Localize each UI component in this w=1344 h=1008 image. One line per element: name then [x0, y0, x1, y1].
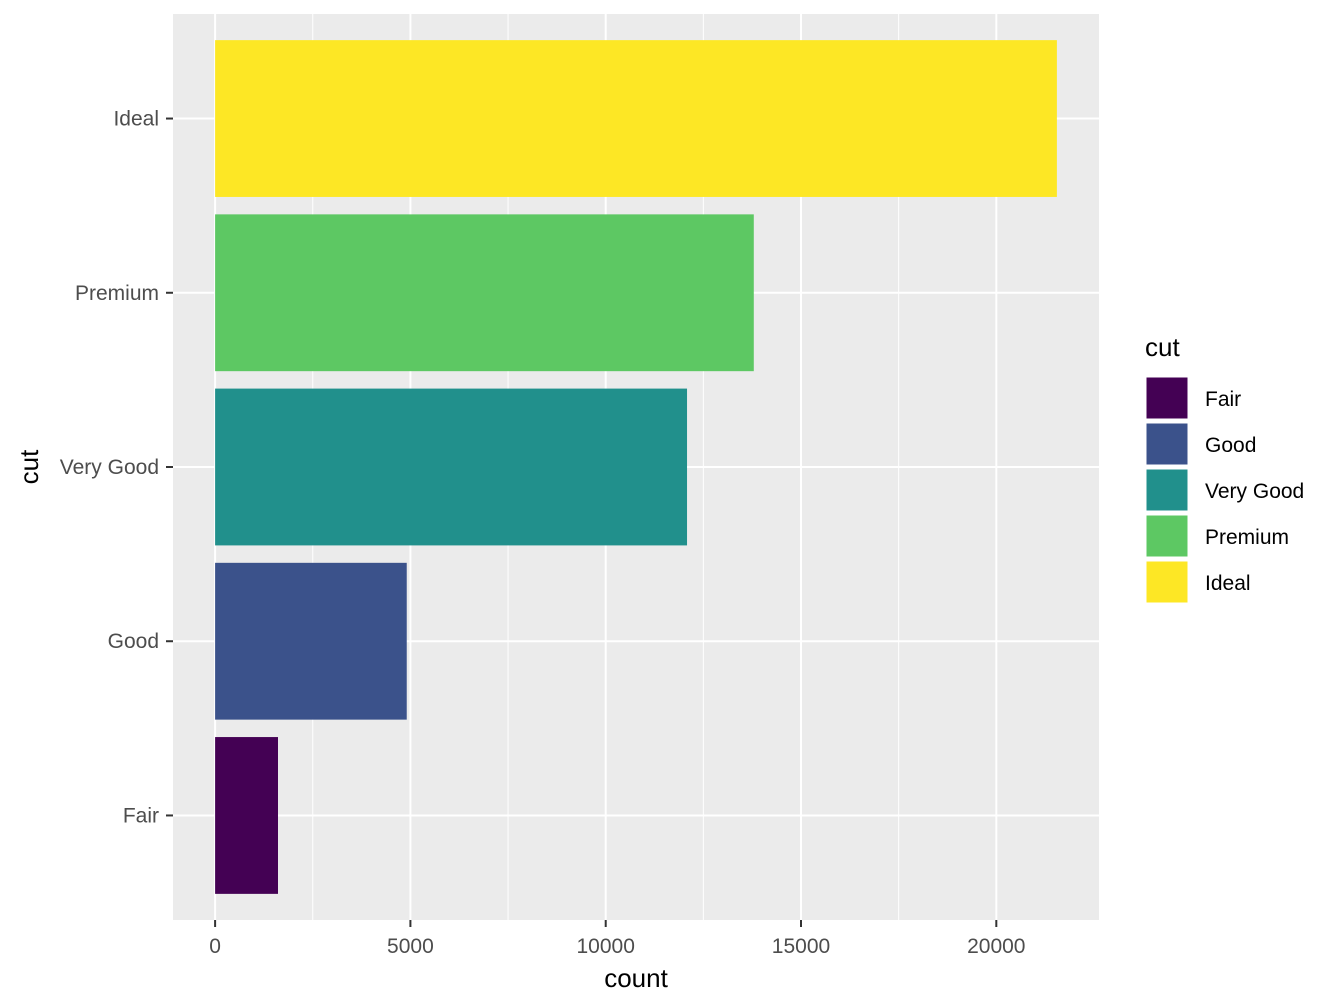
y-tick-label: Premium	[75, 282, 159, 305]
bar-very-good	[215, 388, 688, 546]
legend-key-premium	[1145, 514, 1189, 558]
y-axis: Fair Good Very Good Premium Ideal	[60, 108, 173, 827]
y-axis-title: cut	[14, 449, 44, 484]
legend: cut Fair Good Very Good Premium Ideal	[1145, 332, 1304, 604]
bar-good	[215, 562, 407, 720]
legend-key-ideal	[1145, 560, 1189, 604]
legend-label: Very Good	[1205, 480, 1304, 503]
x-tick-label: 15000	[772, 935, 830, 958]
y-tick-label: Good	[108, 630, 159, 653]
x-tick-label: 5000	[387, 935, 434, 958]
x-tick-label: 20000	[967, 935, 1025, 958]
legend-key-very-good	[1145, 468, 1189, 512]
y-tick-label: Ideal	[113, 108, 159, 131]
y-tick-label: Fair	[123, 804, 159, 827]
bars	[215, 40, 1057, 894]
bar-premium	[215, 214, 754, 372]
legend-title: cut	[1145, 332, 1180, 362]
legend-label: Good	[1205, 434, 1256, 457]
x-tick-label: 10000	[577, 935, 635, 958]
bar-ideal	[215, 40, 1057, 197]
legend-label: Ideal	[1205, 572, 1251, 595]
legend-label: Fair	[1205, 388, 1241, 411]
x-axis-title: count	[604, 963, 668, 993]
legend-label: Premium	[1205, 526, 1289, 549]
x-tick-label: 0	[209, 935, 221, 958]
y-tick-label: Very Good	[60, 456, 159, 479]
legend-items: Fair Good Very Good Premium Ideal	[1145, 376, 1304, 604]
x-axis: 0 5000 10000 15000 20000	[209, 920, 1026, 958]
legend-key-fair	[1145, 376, 1189, 420]
bar-fair	[215, 737, 278, 894]
legend-key-good	[1145, 422, 1189, 466]
